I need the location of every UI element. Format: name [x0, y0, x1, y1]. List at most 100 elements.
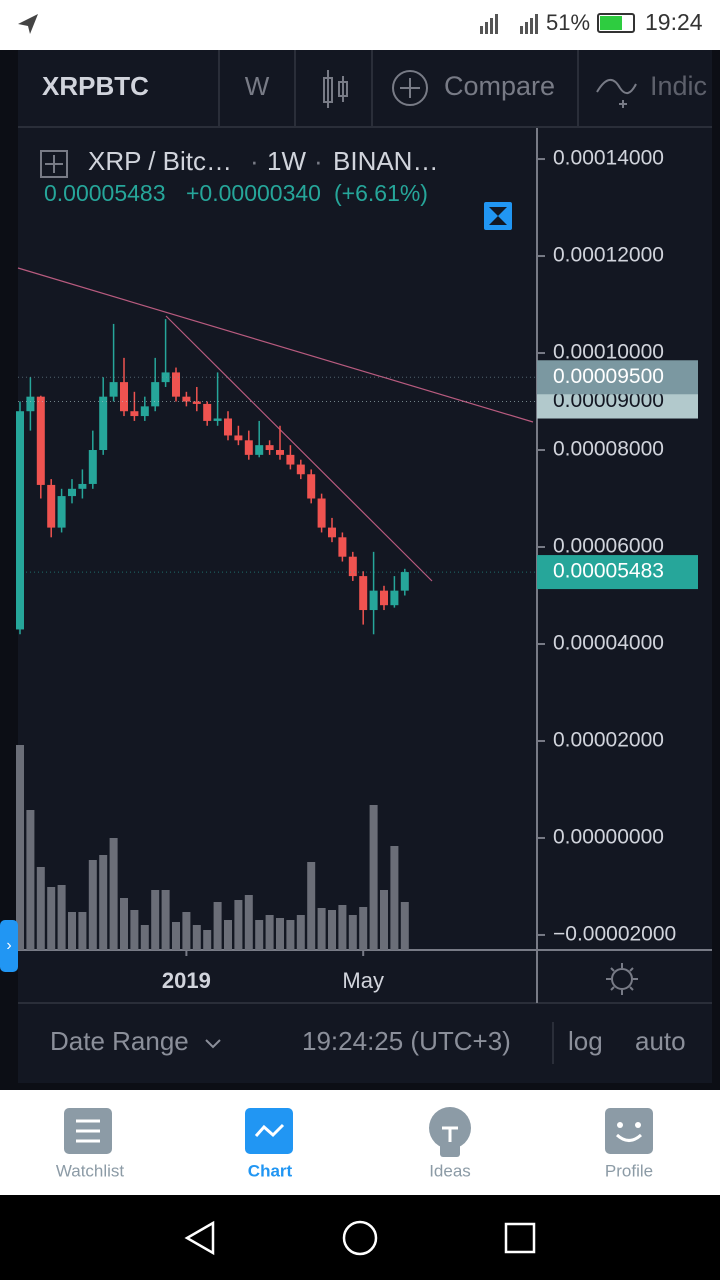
candle-body [224, 418, 232, 436]
volume-bar [140, 925, 149, 950]
volume-bar [296, 915, 305, 950]
tab-label: Watchlist [56, 1161, 125, 1180]
candle-body [359, 576, 368, 611]
side-toggle[interactable] [0, 920, 18, 972]
tab-glyph [615, 1133, 643, 1142]
tab-glyph [617, 1122, 623, 1128]
volume-bar [400, 902, 409, 950]
tab-label: Chart [248, 1161, 293, 1180]
price-label-box [537, 360, 698, 395]
y-tick-label: 0.00002000 [553, 729, 664, 752]
replay-icon-glyph [489, 207, 507, 225]
candle-body [234, 435, 243, 441]
nav-back[interactable] [184, 1220, 215, 1256]
y-tick-label: 0.00010000 [553, 341, 664, 364]
tab-icon [605, 1108, 653, 1154]
tab-ideas[interactable]: Ideas [429, 1107, 471, 1180]
x-tick-label: 2019 [162, 968, 211, 993]
candle-body [286, 454, 295, 465]
nav-home[interactable] [342, 1220, 378, 1256]
log-toggle[interactable]: log [568, 1026, 603, 1056]
candle-body [161, 372, 170, 383]
y-tick-label: 0.00014000 [553, 147, 664, 170]
volume-bar [359, 907, 368, 950]
candle-body [203, 403, 212, 421]
candle-body [390, 590, 399, 606]
volume-bar [161, 890, 170, 950]
candle-body [400, 572, 409, 591]
settings-icon[interactable] [606, 963, 638, 995]
tab-bar [0, 1090, 720, 1195]
candle-body [16, 411, 24, 630]
side-toggle-arrow: › [6, 937, 11, 954]
candle-body [338, 537, 347, 557]
candle-body [130, 411, 139, 417]
volume-bar [203, 930, 212, 950]
battery-level [600, 16, 622, 30]
indicators-icon[interactable] [596, 79, 637, 108]
candle-body [369, 590, 378, 611]
price-label-box [537, 555, 698, 590]
toolbar-interval[interactable]: W [245, 71, 270, 101]
volume-bar [317, 908, 326, 950]
candle-body [255, 445, 264, 455]
candle-body [380, 590, 388, 606]
volume-bar [130, 910, 139, 950]
tab-label: Ideas [429, 1161, 471, 1180]
toolbar-indicators[interactable]: Indic [650, 71, 707, 101]
legend-dot: · [314, 146, 323, 176]
candle-body [182, 396, 191, 402]
tab-glyph [254, 1123, 285, 1138]
candle-body [265, 445, 274, 451]
volume-bar [172, 922, 180, 950]
candle-body [26, 396, 35, 412]
trend-line [17, 267, 534, 423]
legend-toggle[interactable] [40, 150, 68, 178]
tab-watchlist[interactable]: Watchlist [56, 1108, 125, 1180]
date-range[interactable]: Date Range [50, 1026, 189, 1056]
nav-recent[interactable] [504, 1222, 536, 1254]
candle-body [276, 450, 284, 455]
volume-bar [213, 902, 222, 950]
date-range-chevron [205, 1039, 221, 1049]
volume-bar [390, 846, 399, 950]
volume-bar [234, 900, 243, 950]
candle-type-icon[interactable] [323, 70, 348, 108]
tab-chart[interactable]: Chart [245, 1108, 293, 1180]
price-label: 0.00005483 [553, 560, 664, 583]
candle-body [172, 372, 180, 397]
volume-bar [348, 915, 357, 950]
price-label: 0.00009000 [553, 389, 664, 412]
y-tick-label: 0.00008000 [553, 438, 664, 461]
legend-exchange: BINAN… [333, 146, 438, 176]
volume-bar [16, 745, 24, 950]
volume-bar [57, 885, 66, 950]
price-label: 0.00009500 [553, 365, 664, 388]
legend-interval: 1W [267, 146, 306, 176]
candle-body [244, 440, 253, 455]
tab-profile[interactable]: Profile [605, 1108, 653, 1180]
y-tick-label: 0.00004000 [553, 632, 664, 655]
compare-icon[interactable] [392, 70, 428, 106]
telegram-icon [18, 14, 38, 34]
legend-change-pct: (+6.61%) [334, 180, 428, 206]
candle-body [78, 483, 87, 489]
clock: 19:24 [645, 9, 703, 35]
battery-text: 51% [546, 10, 590, 35]
toolbar-compare[interactable]: Compare [444, 71, 555, 101]
candle-body [213, 418, 222, 421]
toolbar-symbol[interactable]: XRPBTC [42, 71, 149, 101]
y-tick-label: 0.00006000 [553, 535, 664, 558]
volume-bar [224, 920, 232, 950]
auto-toggle[interactable]: auto [635, 1026, 686, 1056]
volume-bar [26, 810, 35, 950]
tab-label: Profile [605, 1161, 653, 1180]
volume-bar [99, 855, 108, 950]
volume-bar [68, 912, 76, 950]
nav-bar [0, 1195, 720, 1280]
tab-glyph [76, 1119, 100, 1143]
volume-bar [78, 912, 87, 950]
candle-body [317, 498, 326, 528]
